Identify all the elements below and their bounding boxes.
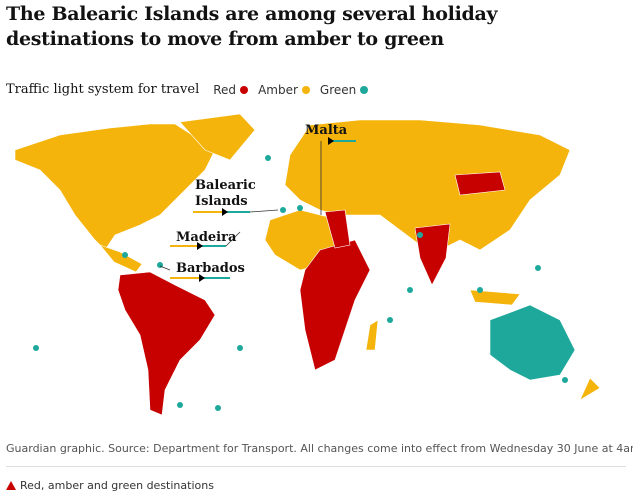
legend-title: Traffic light system for travel [6,82,200,97]
legend-label: Green [319,82,357,97]
caption-icon [6,481,16,490]
title: The Balearic Islands are among several h… [6,3,498,50]
place-label: Madeira [176,230,237,245]
source: Guardian graphic. Source: Department for… [6,442,633,455]
caption: Red, amber and green destinations [20,479,214,492]
place-label: Malta [305,123,348,138]
green-dots [33,155,568,411]
place-label: Barbados [176,261,245,276]
legend-label: Amber [258,82,298,97]
legend-dot [240,85,249,94]
divider [6,466,626,467]
callouts: Malta Balearic Islands Madeira Barbados [159,123,356,282]
caption-row: Red, amber and green destinations [6,479,214,492]
legend: Traffic light system for travel Red Ambe… [6,82,378,97]
map: Malta Balearic Islands Madeira Barbados [14,113,601,416]
place-label: Islands [195,194,248,209]
legend-dot [360,85,369,94]
legend-dot [301,85,310,94]
landmasses [14,113,601,416]
place-label: Balearic [195,178,256,193]
legend-label: Red [213,82,237,97]
